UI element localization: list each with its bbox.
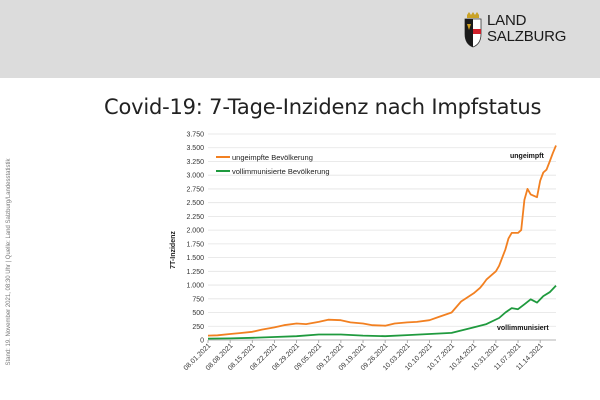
- y-tick-label: 3.000: [186, 173, 204, 180]
- land-salzburg-logo[interactable]: LAND SALZBURG: [463, 12, 573, 52]
- page-title: Covid-19: 7-Tage-Inzidenz nach Impfstatu…: [104, 95, 542, 119]
- y-tick-label: 2.000: [186, 228, 204, 235]
- series-layer: [207, 145, 557, 340]
- header-bar: LAND SALZBURG: [0, 0, 600, 78]
- y-tick-label: 1.500: [186, 255, 204, 262]
- y-tick-label: 2.250: [186, 214, 204, 221]
- grid-layer: [208, 133, 556, 341]
- legend-label-vollimmunisiert: vollimmunisierte Bevölkerung: [232, 167, 330, 176]
- y-tick-label: 750: [192, 296, 204, 303]
- series-line-ungeimpft: [207, 145, 557, 337]
- y-tick-label: 1.250: [186, 269, 204, 276]
- legend-label-ungeimpft: ungeimpfte Bevölkerung: [232, 153, 313, 162]
- y-tick-label: 2.500: [186, 200, 204, 207]
- legend: ungeimpfte Bevölkerung vollimmunisierte …: [216, 153, 330, 176]
- y-tick-label: 500: [192, 310, 204, 317]
- coat-of-arms-icon: [464, 12, 482, 48]
- y-tick-label: 0: [200, 338, 204, 345]
- y-tick-label: 3.250: [186, 159, 204, 166]
- annotation-vollimmunisiert: vollimmunisiert: [497, 325, 549, 332]
- logo-line-land: LAND: [487, 12, 527, 29]
- axis-layer: [207, 340, 541, 343]
- y-tick-label: 1.000: [186, 283, 204, 290]
- y-tick-label: 3.500: [186, 145, 204, 152]
- y-axis-label: 7T-Inzidenz: [170, 231, 177, 269]
- y-tick-label: 2.750: [186, 186, 204, 193]
- y-tick-label: 1.750: [186, 241, 204, 248]
- logo-line-salzburg: SALZBURG: [487, 28, 567, 45]
- logo-text: LAND SALZBURG: [487, 13, 566, 45]
- y-tick-label: 3.750: [186, 132, 204, 139]
- series-line-vollimmunisiert: [207, 284, 557, 340]
- annotation-ungeimpft: ungeimpft: [510, 153, 544, 160]
- y-tick-label: 250: [192, 324, 204, 331]
